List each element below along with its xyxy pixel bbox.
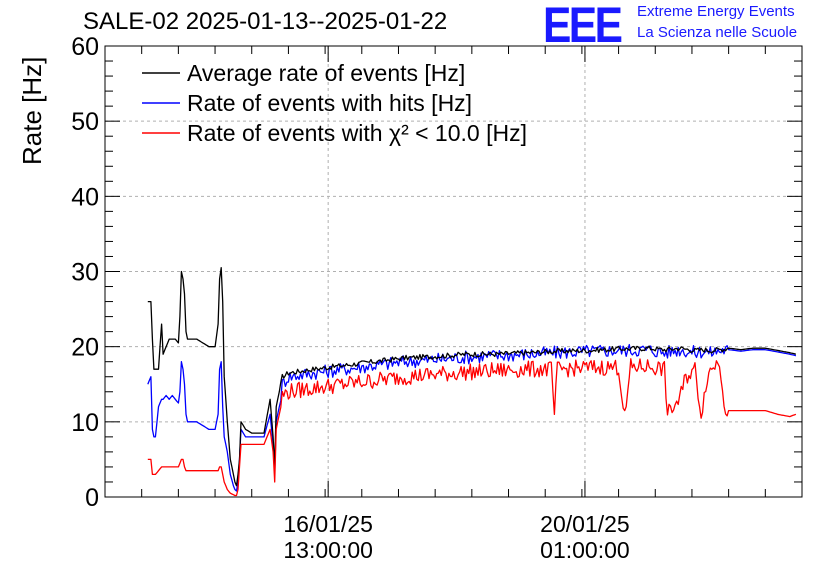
y-tick-label: 10: [71, 409, 99, 437]
logo-subtitle-line2: La Scienza nelle Scuole: [637, 24, 798, 41]
x-tick-label-time: 01:00:00: [540, 537, 630, 563]
series-line-1: [147, 343, 797, 492]
x-tick-label-date: 20/01/25: [540, 511, 630, 537]
eee-logo: EEE: [543, 0, 623, 53]
series-line-2: [147, 358, 797, 497]
chart-title: SALE-02 2025-01-13--2025-01-22: [83, 8, 448, 35]
legend-entry-2: Rate of events with χ² < 10.0 [Hz]: [187, 120, 527, 146]
logo-subtitle-line1: Extreme Energy Events: [637, 3, 795, 20]
legend-entry-0: Average rate of events [Hz]: [187, 60, 465, 86]
x-tick-label-time: 13:00:00: [283, 537, 373, 563]
y-tick-label: 40: [71, 183, 99, 211]
legend: Average rate of events [Hz] Rate of event…: [142, 60, 527, 146]
x-tick-label-date: 16/01/25: [283, 511, 373, 537]
series-layer: [147, 267, 797, 497]
legend-entry-1: Rate of events with hits [Hz]: [187, 90, 472, 116]
y-tick-label: 50: [71, 108, 99, 136]
series-line-0: [147, 267, 797, 487]
y-tick-label: 30: [71, 259, 99, 287]
y-tick-label: 20: [71, 334, 99, 362]
y-tick-label: 0: [85, 484, 99, 512]
y-tick-label: 60: [71, 33, 99, 61]
